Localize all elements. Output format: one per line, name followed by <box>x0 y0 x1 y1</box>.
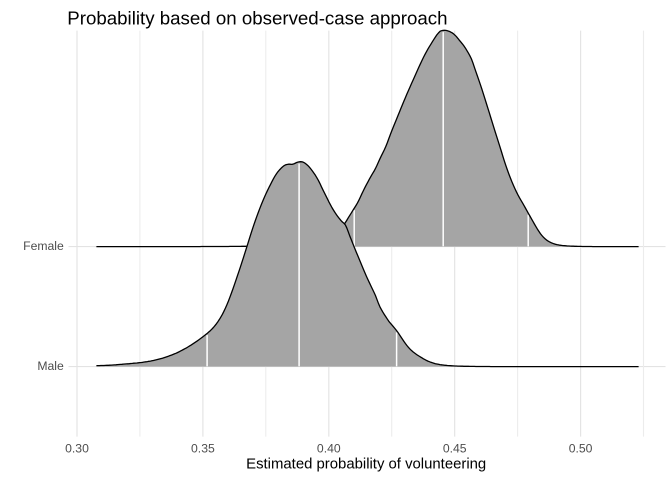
svg-text:Female: Female <box>23 239 64 253</box>
svg-text:Probability based on observed-: Probability based on observed-case appro… <box>67 8 447 29</box>
svg-text:Estimated probability of volun: Estimated probability of volunteering <box>246 457 486 473</box>
svg-text:0.35: 0.35 <box>191 442 215 456</box>
svg-text:Male: Male <box>37 359 64 373</box>
svg-text:0.45: 0.45 <box>443 442 467 456</box>
svg-text:0.40: 0.40 <box>317 442 341 456</box>
svg-text:0.30: 0.30 <box>65 442 89 456</box>
svg-text:0.50: 0.50 <box>569 442 593 456</box>
